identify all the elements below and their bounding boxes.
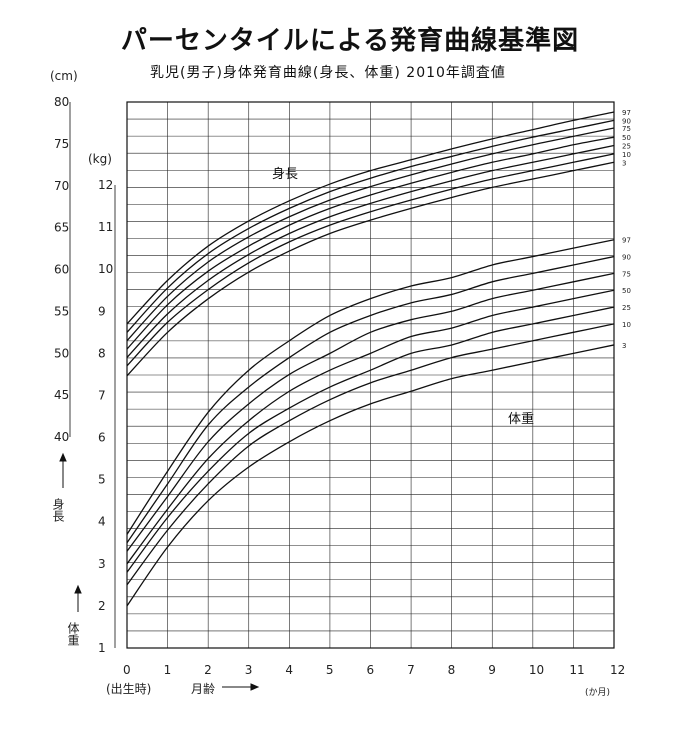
x-tick-label: 0 (123, 663, 131, 677)
x-tick-label: 5 (326, 663, 334, 677)
height-curve-label: 身長 (272, 166, 298, 182)
height-percentile-label: 90 (622, 117, 631, 125)
weight-tick-label: 4 (98, 515, 106, 529)
weight-tick-label: 8 (98, 346, 106, 360)
x-birth-label: (出生時) (106, 682, 151, 696)
height-curve-p25 (126, 144, 615, 358)
grid (126, 101, 615, 649)
weight-curve-label: 体重 (508, 411, 534, 427)
weight-unit-label: (kg) (88, 152, 112, 166)
height-percentile-label: 97 (622, 109, 631, 117)
x-tick-label: 9 (488, 663, 496, 677)
weight-tick-label: 12 (98, 178, 113, 192)
height-tick-label: 55 (54, 304, 69, 318)
height-percentile-label: 75 (622, 125, 631, 133)
weight-tick-label: 11 (98, 220, 113, 234)
x-tick-label: 2 (204, 663, 212, 677)
x-tick-label: 12 (610, 663, 625, 677)
height-curve-p97 (126, 111, 615, 325)
height-tick-label: 40 (54, 430, 69, 444)
x-tick-label: 10 (529, 663, 544, 677)
weight-tick-label: 10 (98, 262, 113, 276)
x-axis-arrowhead (250, 683, 260, 691)
height-curve-p75 (126, 127, 615, 342)
height-percentile-label: 25 (622, 143, 631, 151)
height-tick-label: 80 (54, 95, 69, 109)
weight-tick-label: 1 (98, 641, 106, 655)
weight-curve-p90 (126, 255, 615, 544)
height-axis-label: 身長 (51, 497, 65, 522)
weight-percentile-label: 97 (622, 237, 631, 245)
weight-tick-label: 6 (98, 431, 106, 445)
x-tick-label: 11 (569, 663, 584, 677)
x-tick-label: 6 (367, 663, 375, 677)
curves (126, 111, 615, 607)
height-percentile-label: 3 (622, 159, 626, 167)
height-axis-arrowhead (59, 452, 67, 462)
height-tick-label: 65 (54, 221, 69, 235)
chart-subtitle: 乳児(男子)身体発育曲線(身長、体重) 2010年調査値 (150, 65, 506, 81)
x-tick-label: 3 (245, 663, 253, 677)
height-percentile-label: 50 (622, 134, 631, 142)
height-curve-p3 (126, 161, 615, 377)
weight-percentile-label: 50 (622, 287, 631, 295)
height-tick-label: 75 (54, 137, 69, 151)
weight-percentile-label: 3 (622, 342, 626, 350)
page-title: パーセンタイルによる発育曲線基準図 (120, 26, 580, 56)
weight-tick-label: 5 (98, 473, 106, 487)
height-curve-p90 (126, 119, 615, 333)
labels: (cm) (kg) 身長 体重 (出生時) 月齢 (か月) 身長 体重 (50, 69, 610, 698)
weight-curve-p25 (126, 306, 615, 573)
weight-curve-p10 (126, 323, 615, 586)
x-tick-label: 7 (407, 663, 415, 677)
weight-curve-p3 (126, 344, 615, 607)
x-tick-label: 8 (448, 663, 456, 677)
x-unit-label: (か月) (585, 687, 610, 698)
x-axis-label: 月齢 (191, 681, 215, 696)
weight-tick-label: 2 (98, 599, 106, 613)
weight-tick-label: 9 (98, 304, 106, 318)
x-tick-label: 1 (164, 663, 172, 677)
height-percentile-label: 10 (622, 151, 631, 159)
weight-percentile-label: 90 (622, 254, 631, 262)
height-curve-p10 (126, 153, 615, 367)
height-curve-p50 (126, 136, 615, 350)
weight-curve-p97 (126, 239, 615, 535)
weight-tick-label: 7 (98, 388, 106, 402)
weight-axis-arrowhead (74, 584, 82, 594)
height-tick-label: 50 (54, 346, 69, 360)
height-tick-label: 60 (54, 263, 69, 277)
weight-percentile-label: 75 (622, 270, 631, 278)
weight-percentile-label: 25 (622, 304, 631, 312)
weight-tick-label: 3 (98, 557, 106, 571)
height-tick-label: 70 (54, 179, 69, 193)
height-unit-label: (cm) (50, 69, 78, 83)
height-tick-label: 45 (54, 388, 69, 402)
x-tick-label: 4 (285, 663, 293, 677)
weight-curve-p75 (126, 272, 615, 552)
axis-arrows (59, 452, 260, 691)
weight-axis-label: 体重 (66, 622, 80, 646)
weight-curve-p50 (126, 289, 615, 565)
weight-percentile-label: 10 (622, 321, 631, 329)
